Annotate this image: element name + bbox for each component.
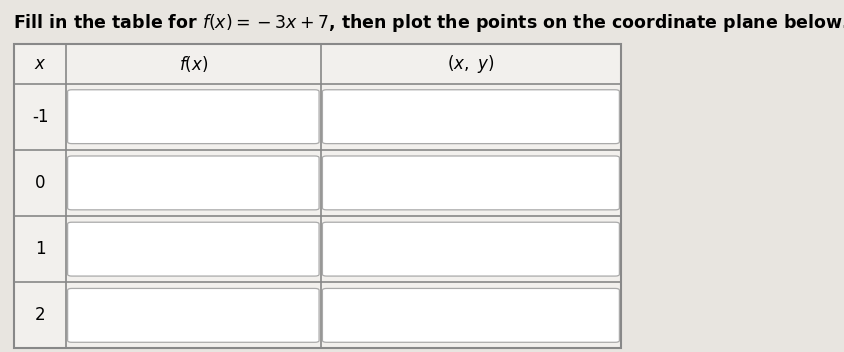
Text: $f(x)$: $f(x)$ xyxy=(178,54,208,74)
Text: 1: 1 xyxy=(35,240,46,258)
Text: 2: 2 xyxy=(35,306,46,324)
Text: $(x,\ y)$: $(x,\ y)$ xyxy=(446,53,494,75)
Text: Fill in the table for $f(x) = -3x + 7$, then plot the points on the coordinate p: Fill in the table for $f(x) = -3x + 7$, … xyxy=(13,12,844,34)
Text: $x$: $x$ xyxy=(34,55,46,73)
Text: 0: 0 xyxy=(35,174,46,192)
Text: -1: -1 xyxy=(32,108,48,126)
